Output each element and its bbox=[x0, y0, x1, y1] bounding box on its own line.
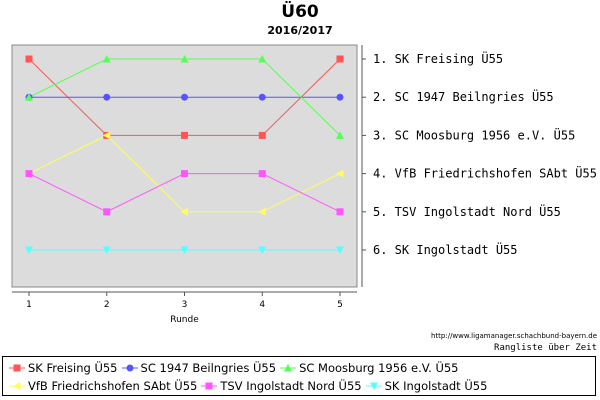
data-point bbox=[180, 246, 189, 254]
data-point bbox=[258, 55, 267, 63]
data-point bbox=[180, 207, 188, 216]
legend-swatch bbox=[280, 364, 297, 372]
rank-label: 3. SC Moosburg 1956 e.V. Ü55 bbox=[373, 126, 575, 142]
legend-swatch bbox=[201, 382, 218, 390]
legend-item: TSV Ingolstadt Nord Ü55 bbox=[201, 379, 362, 393]
data-point bbox=[25, 170, 33, 178]
legend-item: SC Moosburg 1956 e.V. Ü55 bbox=[280, 361, 459, 375]
chart-caption: Rangliste über Zeit bbox=[494, 343, 597, 353]
rank-label: 6. SK Ingolstadt Ü55 bbox=[373, 241, 518, 257]
chart-plot: 1 2 3 4 5 Runde 1. SK Freising Ü55 2. SC 1947 B… bbox=[11, 44, 597, 325]
data-point bbox=[336, 208, 344, 216]
rank-label: 5. TSV Ingolstadt Nord Ü55 bbox=[373, 203, 561, 219]
legend-label: SC 1947 Beilngries Ü55 bbox=[140, 361, 277, 375]
x-axis-label: Runde bbox=[170, 315, 199, 325]
rank-label: 2. SC 1947 Beilngries Ü55 bbox=[373, 88, 554, 104]
data-point bbox=[25, 55, 33, 63]
data-point bbox=[102, 246, 111, 254]
data-point bbox=[258, 170, 266, 178]
data-point bbox=[102, 131, 111, 140]
data-point bbox=[103, 93, 111, 101]
data-point bbox=[258, 93, 266, 101]
data-point bbox=[25, 246, 33, 254]
data-point bbox=[180, 55, 189, 63]
x-tick-label: 4 bbox=[259, 300, 265, 310]
data-point bbox=[181, 170, 188, 178]
legend-row: SK Freising Ü55 SC 1947 Beilngries Ü55 SC … bbox=[9, 359, 463, 377]
legend-label: VfB Friedrichshofen SAbt Ü55 bbox=[28, 379, 198, 393]
legend-swatch bbox=[365, 382, 382, 390]
legend-label: SK Freising Ü55 bbox=[28, 361, 118, 375]
data-point bbox=[181, 93, 188, 101]
legend-swatch bbox=[9, 382, 25, 390]
chart-title: Ü60 bbox=[281, 2, 319, 22]
chart-legend: SK Freising Ü55 SC 1947 Beilngries Ü55 SC … bbox=[2, 356, 596, 396]
chart-subtitle: 2016/2017 bbox=[267, 24, 333, 37]
x-tick-label: 5 bbox=[337, 300, 343, 310]
legend-label: SC Moosburg 1956 e.V. Ü55 bbox=[299, 361, 459, 375]
rank-label: 4. VfB Friedrichshofen SAbt Ü55 bbox=[373, 165, 597, 181]
rank-label: 1. SK Freising Ü55 bbox=[373, 50, 503, 66]
legend-item: SK Ingolstadt Ü55 bbox=[365, 379, 488, 393]
legend-label: TSV Ingolstadt Nord Ü55 bbox=[220, 379, 362, 393]
legend-label: SK Ingolstadt Ü55 bbox=[384, 379, 488, 393]
legend-item: VfB Friedrichshofen SAbt Ü55 bbox=[9, 379, 197, 393]
data-point bbox=[25, 93, 33, 101]
x-tick-label: 1 bbox=[26, 300, 32, 310]
data-point bbox=[336, 246, 344, 254]
legend-swatch bbox=[121, 364, 138, 372]
data-point bbox=[181, 131, 188, 139]
data-point bbox=[102, 55, 111, 63]
legend-item: SK Freising Ü55 bbox=[9, 361, 118, 375]
legend-item: SC 1947 Beilngries Ü55 bbox=[121, 361, 277, 375]
data-point bbox=[336, 93, 344, 101]
data-point bbox=[336, 55, 344, 63]
data-point bbox=[336, 169, 344, 178]
data-point bbox=[258, 246, 267, 254]
x-tick-label: 3 bbox=[182, 300, 188, 310]
data-point bbox=[258, 131, 266, 139]
legend-swatch bbox=[9, 364, 25, 372]
source-url: http://www.ligamanager.schachbund-bayern… bbox=[430, 332, 597, 340]
data-point bbox=[258, 207, 266, 216]
data-point bbox=[336, 131, 344, 139]
legend-row: VfB Friedrichshofen SAbt Ü55 TSV Ingolsta… bbox=[9, 377, 491, 395]
data-point bbox=[103, 208, 111, 216]
x-tick-label: 2 bbox=[104, 300, 110, 310]
